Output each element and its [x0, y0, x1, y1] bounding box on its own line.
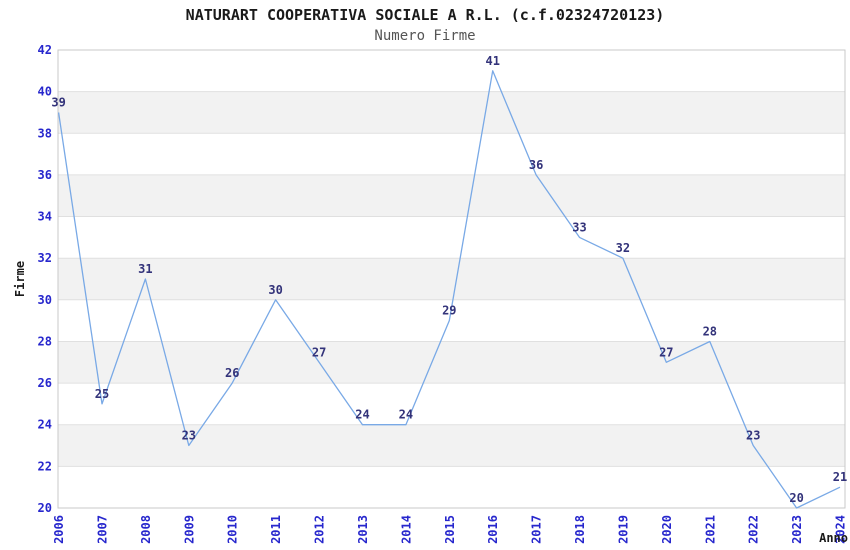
x-tick-2009: 2009: [182, 515, 196, 544]
plot-band: [58, 341, 845, 384]
y-tick-20: 20: [38, 501, 52, 515]
data-label-2006: 39: [51, 96, 65, 110]
data-label-2008: 31: [138, 262, 152, 276]
data-label-2012: 27: [312, 345, 326, 359]
chart-subtitle: Numero Firme: [374, 28, 476, 44]
x-tick-2017: 2017: [530, 515, 544, 544]
data-label-2013: 24: [355, 408, 369, 422]
x-tick-2019: 2019: [616, 515, 630, 544]
x-tick-2015: 2015: [443, 515, 457, 544]
data-label-2014: 24: [399, 408, 413, 422]
data-label-2021: 28: [703, 325, 717, 339]
x-tick-2007: 2007: [96, 515, 110, 544]
data-line: [57, 70, 841, 509]
data-label-2022: 23: [746, 429, 760, 443]
data-label-2016: 41: [485, 54, 499, 68]
x-tick-2014: 2014: [399, 515, 413, 544]
x-tick-2018: 2018: [573, 515, 587, 544]
x-tick-2006: 2006: [52, 515, 66, 544]
chart-title: NATURART COOPERATIVA SOCIALE A R.L. (c.f…: [185, 6, 665, 24]
data-label-2023: 20: [789, 491, 803, 505]
y-tick-32: 32: [38, 251, 52, 265]
data-label-2020: 27: [659, 345, 673, 359]
data-label-2015: 29: [442, 304, 456, 318]
y-tick-24: 24: [38, 418, 52, 432]
x-tick-2023: 2023: [790, 515, 804, 544]
y-tick-36: 36: [38, 168, 52, 182]
y-tick-28: 28: [38, 335, 52, 349]
x-tick-2021: 2021: [703, 515, 717, 544]
x-tick-2022: 2022: [747, 515, 761, 544]
x-axis-label: Anno: [819, 531, 848, 545]
x-tick-2011: 2011: [269, 515, 283, 544]
data-label-2010: 26: [225, 366, 239, 380]
data-label-2011: 30: [268, 283, 282, 297]
y-tick-34: 34: [38, 210, 52, 224]
x-tick-2024: 2024: [834, 515, 848, 544]
plot-band: [58, 91, 845, 134]
x-tick-2008: 2008: [139, 515, 153, 544]
data-label-2019: 32: [616, 241, 630, 255]
plot-border: [57, 49, 846, 509]
x-tick-2012: 2012: [313, 515, 327, 544]
y-tick-22: 22: [38, 459, 52, 473]
data-label-2024: 21: [833, 470, 847, 484]
y-tick-26: 26: [38, 376, 52, 390]
plot-band: [58, 174, 845, 217]
x-tick-2016: 2016: [486, 515, 500, 544]
y-tick-30: 30: [38, 293, 52, 307]
x-tick-2010: 2010: [226, 515, 240, 544]
plot-band: [58, 424, 845, 467]
x-tick-2020: 2020: [660, 515, 674, 544]
data-label-2007: 25: [95, 387, 109, 401]
y-tick-38: 38: [38, 126, 52, 140]
x-tick-2013: 2013: [356, 515, 370, 544]
plot-band: [58, 258, 845, 300]
y-tick-42: 42: [38, 43, 52, 57]
data-label-2018: 33: [572, 220, 586, 234]
y-tick-40: 40: [38, 85, 52, 99]
data-label-2017: 36: [529, 158, 543, 172]
data-label-2009: 23: [182, 429, 196, 443]
y-axis-label: Firme: [13, 261, 27, 297]
